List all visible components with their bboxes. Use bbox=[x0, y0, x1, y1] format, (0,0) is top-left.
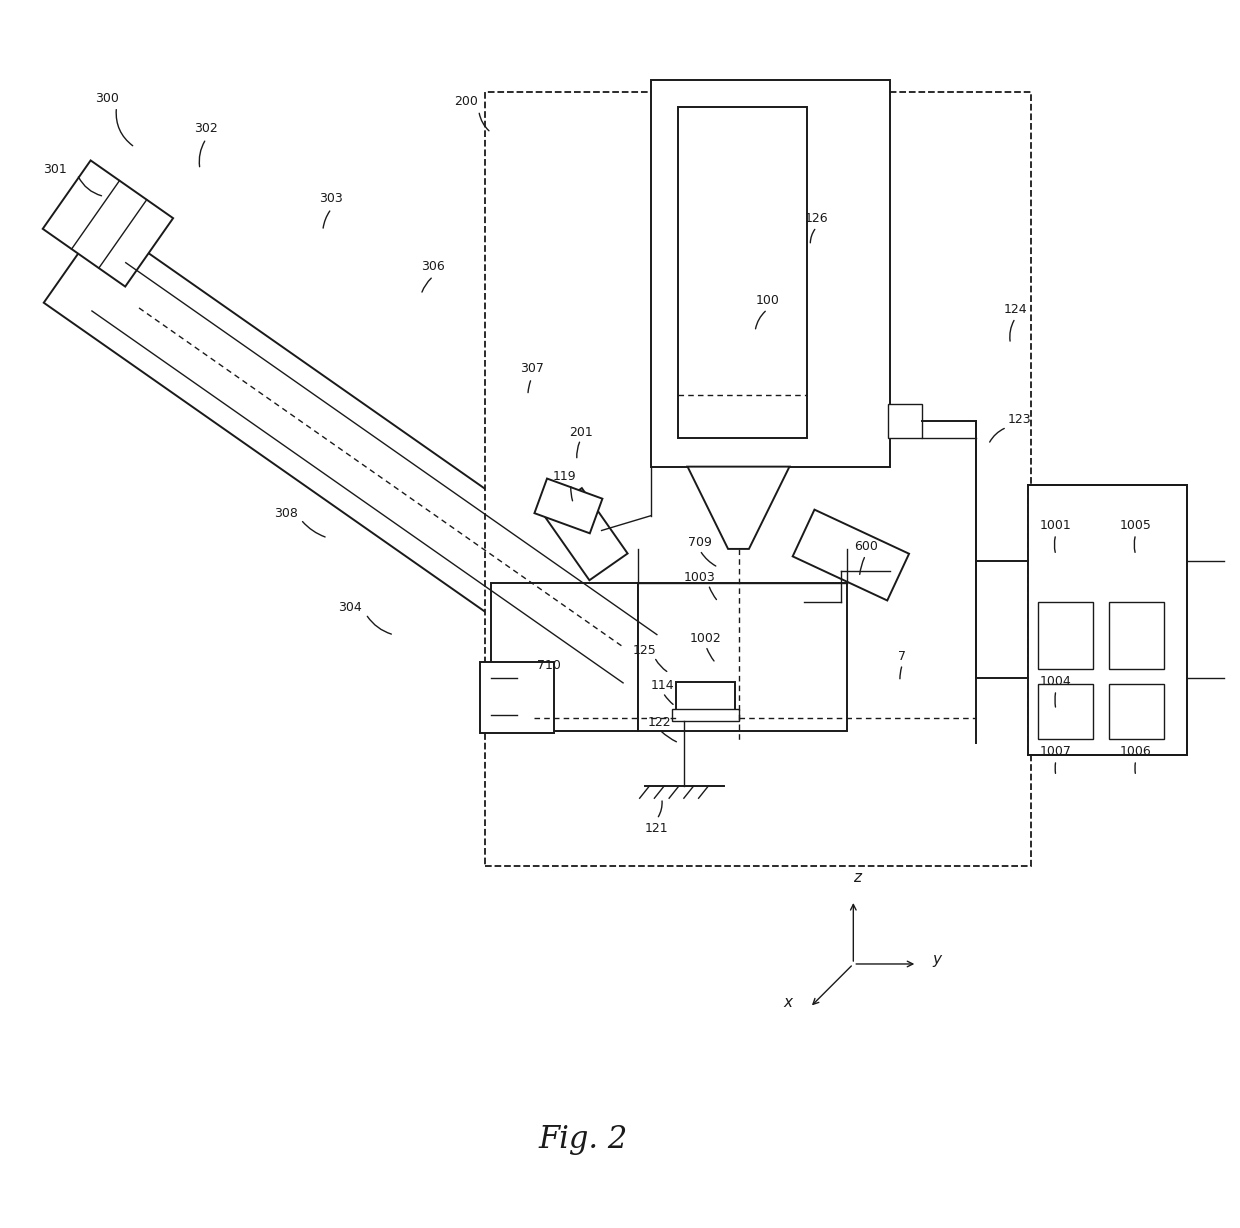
Text: 304: 304 bbox=[339, 602, 362, 614]
Bar bbox=[491, 583, 639, 731]
Text: 122: 122 bbox=[647, 716, 671, 728]
Text: Fig. 2: Fig. 2 bbox=[538, 1124, 627, 1156]
Text: 121: 121 bbox=[645, 823, 668, 835]
Polygon shape bbox=[42, 161, 174, 286]
Bar bbox=[678, 107, 807, 438]
Text: 1002: 1002 bbox=[691, 632, 722, 645]
Text: 308: 308 bbox=[274, 507, 298, 519]
Text: y: y bbox=[932, 952, 941, 966]
Bar bbox=[1028, 485, 1188, 755]
Bar bbox=[1109, 602, 1164, 669]
Bar bbox=[1109, 684, 1164, 739]
Text: 1006: 1006 bbox=[1120, 745, 1152, 758]
Text: 7: 7 bbox=[899, 651, 906, 663]
Text: 1004: 1004 bbox=[1040, 675, 1071, 688]
Bar bbox=[485, 92, 1032, 866]
Text: 600: 600 bbox=[853, 540, 878, 553]
Bar bbox=[888, 404, 923, 438]
Text: 709: 709 bbox=[688, 537, 712, 549]
Text: 306: 306 bbox=[422, 260, 445, 273]
Text: 1003: 1003 bbox=[684, 571, 715, 583]
Bar bbox=[1038, 602, 1092, 669]
Polygon shape bbox=[534, 479, 603, 533]
Text: 301: 301 bbox=[43, 163, 67, 176]
Polygon shape bbox=[43, 220, 706, 726]
Text: 710: 710 bbox=[537, 659, 560, 672]
Text: z: z bbox=[853, 869, 861, 884]
Text: 300: 300 bbox=[94, 92, 119, 104]
Text: 302: 302 bbox=[195, 123, 218, 135]
Bar bbox=[1028, 485, 1188, 755]
Text: 1005: 1005 bbox=[1120, 519, 1152, 532]
Text: 1007: 1007 bbox=[1040, 745, 1071, 758]
Bar bbox=[639, 583, 847, 731]
Text: 125: 125 bbox=[632, 645, 656, 657]
Polygon shape bbox=[792, 510, 909, 600]
Bar bbox=[651, 80, 890, 467]
Bar bbox=[677, 682, 735, 712]
Text: 200: 200 bbox=[455, 96, 479, 108]
Text: 307: 307 bbox=[520, 362, 543, 375]
Bar bbox=[672, 709, 739, 721]
Text: 100: 100 bbox=[755, 295, 779, 307]
Text: 1001: 1001 bbox=[1040, 519, 1071, 532]
Polygon shape bbox=[687, 467, 790, 549]
Text: 123: 123 bbox=[1007, 414, 1030, 426]
Polygon shape bbox=[543, 488, 627, 581]
Text: 114: 114 bbox=[651, 679, 675, 691]
Text: 124: 124 bbox=[1003, 303, 1027, 316]
Polygon shape bbox=[480, 662, 554, 733]
Text: x: x bbox=[784, 996, 792, 1011]
Text: 119: 119 bbox=[553, 470, 577, 483]
Text: 126: 126 bbox=[805, 212, 828, 225]
Bar bbox=[1038, 684, 1092, 739]
Text: 303: 303 bbox=[320, 193, 343, 205]
Text: 201: 201 bbox=[569, 426, 593, 438]
